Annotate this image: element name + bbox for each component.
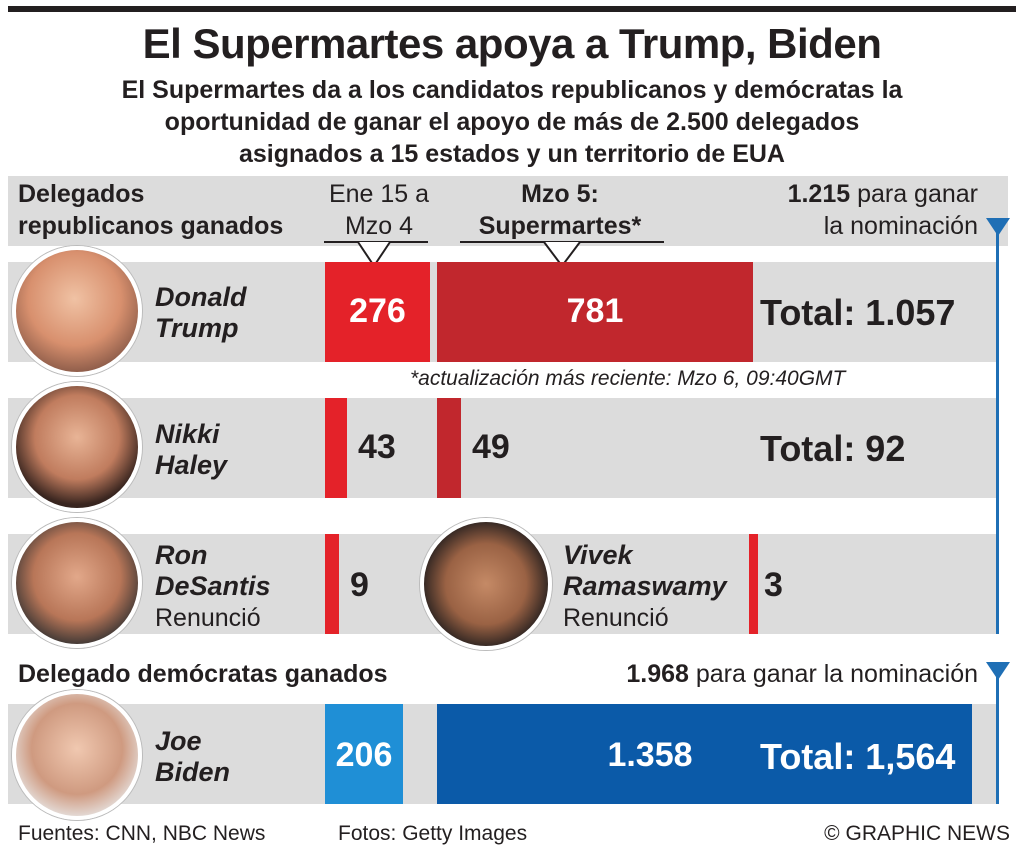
desantis-photo — [12, 518, 142, 648]
ramaswamy-first-name: Vivek — [563, 540, 633, 570]
republican-threshold-marker-icon — [986, 218, 1010, 236]
period1-label-line-1: Ene 15 a — [328, 180, 430, 208]
trump-value-jan-mar4: 276 — [349, 292, 406, 330]
ramaswamy-last-name: Ramaswamy — [563, 571, 727, 601]
period1-label-line-2: Mzo 4 — [344, 212, 414, 240]
republican-header-line-2: republicanos ganados — [18, 212, 284, 240]
top-rule — [8, 6, 1016, 12]
biden-total: Total: 1,564 — [760, 736, 956, 777]
subtitle-line-2: oportunidad de ganar el apoyo de más de … — [164, 108, 860, 136]
haley-value-supertuesday: 49 — [472, 428, 510, 466]
haley-name: Nikki Haley — [155, 419, 227, 481]
trump-value-supertuesday: 781 — [566, 292, 624, 330]
democrat-threshold-line — [996, 676, 999, 804]
trump-total: Total: 1.057 — [760, 292, 956, 333]
ramaswamy-name: Vivek Ramaswamy — [563, 540, 727, 602]
haley-row-band — [8, 398, 996, 498]
republican-threshold-label: 1.215 para ganar la nominación — [740, 178, 978, 242]
haley-bar-jan-mar4 — [325, 398, 347, 498]
trump-name: Donald Trump — [155, 282, 247, 344]
biden-value-supertuesday: 1.358 — [607, 736, 693, 774]
trump-last-name: Trump — [155, 313, 239, 343]
democrat-threshold-label: 1.968 para ganar la nominación — [560, 658, 978, 690]
biden-value-jan-mar4: 206 — [335, 736, 393, 774]
footer-credit: © GRAPHIC NEWS — [824, 822, 1010, 845]
haley-first-name: Nikki — [155, 419, 220, 449]
haley-photo — [12, 382, 142, 512]
trump-photo — [12, 246, 142, 376]
update-note: *actualización más reciente: Mzo 6, 09:4… — [410, 367, 846, 390]
ramaswamy-bar-jan-mar4 — [749, 534, 758, 634]
period2-label-line-2: Supermartes* — [478, 212, 642, 240]
democrat-threshold-marker-icon — [986, 662, 1010, 680]
footer-photos: Fotos: Getty Images — [338, 822, 528, 845]
republican-threshold-text-1: para ganar — [850, 180, 978, 208]
subtitle: El Supermartes da a los candidatos repub… — [40, 74, 984, 170]
democrat-header: Delegado demócratas ganados — [18, 660, 388, 688]
haley-bar-supertuesday — [437, 398, 461, 498]
footer-sources: Fuentes: CNN, NBC News — [18, 822, 266, 845]
ramaswamy-value-jan-mar4: 3 — [764, 566, 783, 604]
ramaswamy-photo — [420, 518, 552, 650]
trump-bar-jan-mar4 — [325, 262, 430, 362]
desantis-first-name: Ron — [155, 540, 208, 570]
biden-name: Joe Biden — [155, 726, 230, 788]
subtitle-line-3: asignados a 15 estados y un territorio d… — [239, 140, 785, 168]
haley-total: Total: 92 — [760, 428, 906, 469]
republican-threshold-text-2: la nominación — [823, 212, 978, 240]
desantis-bar-jan-mar4 — [325, 534, 340, 634]
page-title: El Supermartes apoya a Trump, Biden — [142, 20, 882, 67]
republican-header-band — [8, 176, 1008, 246]
democrat-threshold-value: 1.968 — [626, 660, 689, 688]
biden-photo — [12, 690, 142, 820]
period2-label-line-1: Mzo 5: — [521, 180, 599, 208]
biden-bar-jan-mar4 — [325, 704, 403, 804]
republican-header-line-1: Delegados — [18, 180, 145, 208]
republican-threshold-value: 1.215 — [787, 180, 851, 208]
biden-bar-supertuesday — [437, 704, 972, 804]
desantis-value-jan-mar4: 9 — [350, 566, 369, 604]
desantis-status: Renunció — [155, 604, 261, 632]
democrat-threshold-text: para ganar la nominación — [688, 660, 978, 688]
period-callouts — [324, 241, 664, 268]
desantis-last-name: DeSantis — [155, 571, 271, 601]
desantis-name: Ron DeSantis — [155, 540, 271, 602]
period1-label: Ene 15 a Mzo 4 — [318, 178, 440, 242]
republican-header: Delegados republicanos ganados — [18, 178, 283, 242]
period2-label: Mzo 5: Supermartes* — [455, 178, 665, 242]
haley-value-jan-mar4: 43 — [358, 428, 396, 466]
biden-last-name: Biden — [155, 757, 231, 787]
haley-last-name: Haley — [155, 450, 228, 480]
ramaswamy-status: Renunció — [563, 604, 669, 632]
trump-first-name: Donald — [155, 282, 247, 312]
trump-bar-supertuesday — [437, 262, 753, 362]
biden-first-name: Joe — [155, 726, 202, 756]
subtitle-line-1: El Supermartes da a los candidatos repub… — [121, 76, 903, 104]
republican-threshold-line — [996, 232, 999, 634]
